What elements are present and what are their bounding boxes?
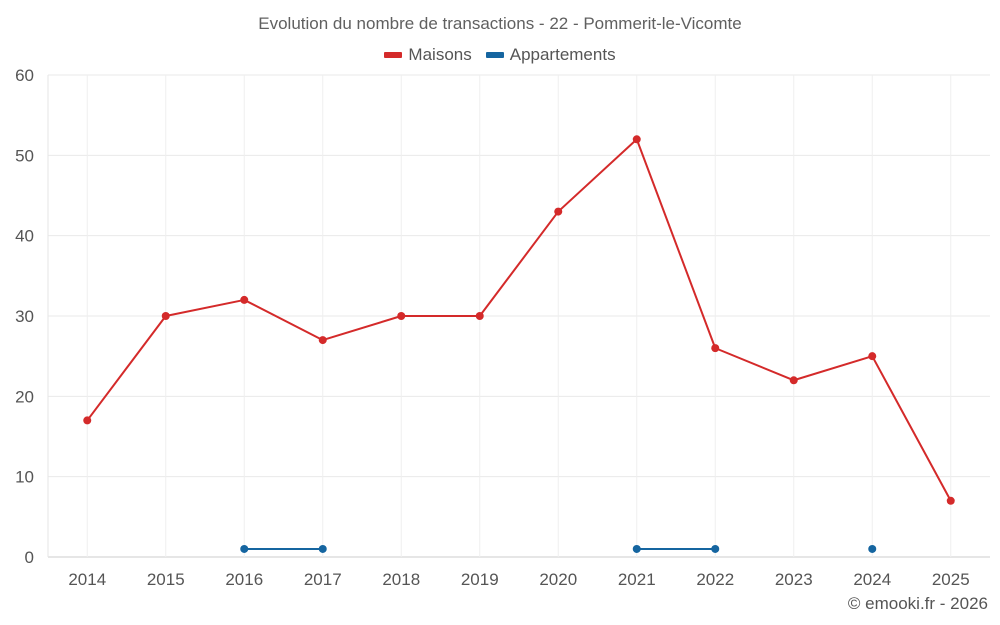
- x-tick-label-2018: 2018: [382, 570, 420, 589]
- x-tick-label-2020: 2020: [539, 570, 577, 589]
- data-point-maisons-2023: [789, 376, 798, 385]
- data-point-maisons-2021: [632, 135, 641, 144]
- series-maisons-segment-2015: [164, 298, 246, 317]
- y-tick-label-20: 20: [15, 387, 34, 406]
- data-point-maisons-2024: [868, 352, 877, 361]
- data-point-maisons-2019: [475, 312, 484, 320]
- y-tick-label-30: 30: [15, 307, 34, 326]
- series-maisons-segment-2021: [635, 138, 717, 350]
- series-maisons-segment-2020: [557, 138, 638, 213]
- data-point-maisons-2022: [711, 344, 720, 353]
- data-point-appartements-2022: [711, 544, 720, 553]
- series-maisons-segment-2019: [478, 210, 560, 317]
- x-tick-label-2023: 2023: [775, 570, 813, 589]
- x-tick-label-2025: 2025: [932, 570, 970, 589]
- chart-legend: Maisons Appartements: [0, 45, 1000, 65]
- x-tick-label-2021: 2021: [618, 570, 656, 589]
- x-tick-label-2024: 2024: [853, 570, 891, 589]
- y-tick-label-40: 40: [15, 227, 34, 246]
- legend-item-maisons[interactable]: Maisons: [384, 45, 472, 65]
- copyright-text: © emooki.fr - 2026: [847, 594, 988, 613]
- x-tick-label-2019: 2019: [461, 570, 499, 589]
- x-tick-label-2016: 2016: [225, 570, 263, 589]
- series-maisons-segment-2014: [86, 315, 167, 422]
- x-tick-label-2015: 2015: [147, 570, 185, 589]
- data-point-maisons-2018: [397, 312, 406, 320]
- chart-title: Evolution du nombre de transactions - 22…: [258, 14, 742, 33]
- data-point-appartements-2021: [632, 544, 641, 553]
- x-tick-label-2017: 2017: [304, 570, 342, 589]
- series-maisons-segment-2023: [792, 355, 874, 382]
- data-point-maisons-2015: [161, 312, 170, 320]
- data-point-appartements-2024: [868, 544, 877, 553]
- x-tick-label-2014: 2014: [68, 570, 106, 589]
- data-point-maisons-2025: [946, 496, 955, 505]
- data-point-maisons-2014: [83, 416, 92, 425]
- data-point-maisons-2017: [318, 336, 327, 345]
- legend-label-appartements: Appartements: [509, 45, 616, 64]
- legend-swatch-maisons: [384, 52, 403, 58]
- x-tick-label-2022: 2022: [696, 570, 734, 589]
- data-point-appartements-2016: [240, 544, 249, 553]
- y-tick-label-60: 60: [15, 66, 34, 85]
- series-maisons-segment-2022: [714, 347, 795, 382]
- y-tick-label-10: 10: [15, 468, 34, 487]
- legend-swatch-appartements: [485, 52, 504, 58]
- y-tick-label-50: 50: [15, 146, 34, 165]
- data-point-maisons-2016: [240, 295, 249, 304]
- legend-label-maisons: Maisons: [408, 45, 472, 64]
- y-tick-label-0: 0: [25, 548, 34, 567]
- series-maisons-segment-2017: [321, 315, 403, 342]
- series-maisons-segment-2024: [871, 355, 952, 502]
- data-point-maisons-2020: [554, 207, 563, 216]
- legend-item-appartements[interactable]: Appartements: [485, 45, 616, 65]
- series-maisons-segment-2016: [243, 298, 324, 342]
- data-point-appartements-2017: [318, 544, 327, 553]
